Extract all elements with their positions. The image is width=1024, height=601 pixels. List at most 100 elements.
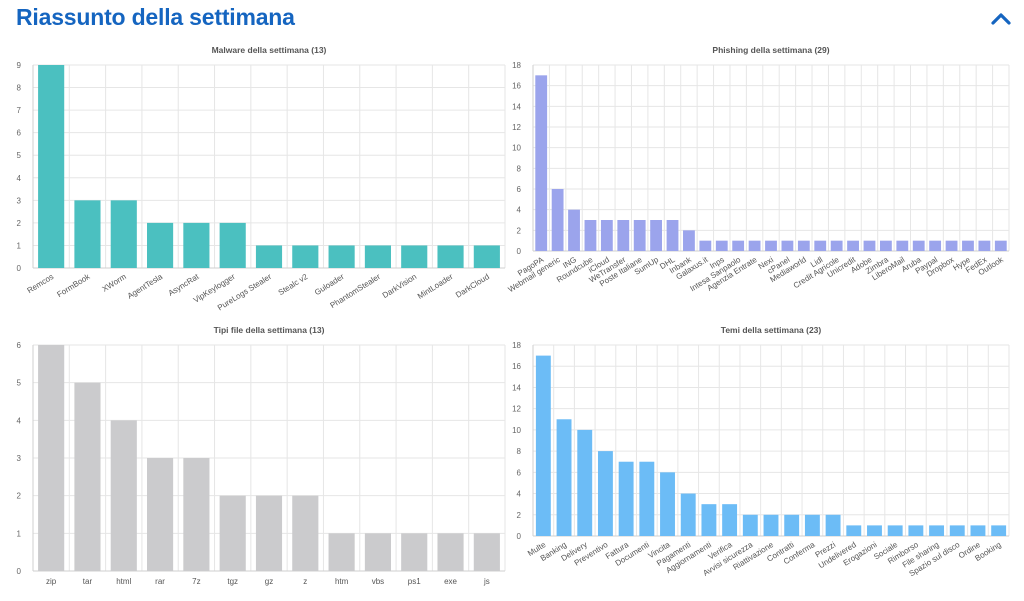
bar-delivery[interactable] bbox=[577, 429, 593, 536]
bar-agenzia-entrate[interactable] bbox=[748, 240, 761, 251]
bar-inbank[interactable] bbox=[683, 230, 695, 251]
y-tick-label: 2 bbox=[17, 492, 22, 501]
bar-html[interactable] bbox=[110, 420, 137, 571]
bar-fedex[interactable] bbox=[978, 240, 991, 251]
bar-stealc-v2[interactable] bbox=[292, 245, 319, 268]
bar-liberomail[interactable] bbox=[896, 240, 909, 251]
bar-prezzi[interactable] bbox=[825, 514, 841, 536]
bar-exe[interactable] bbox=[437, 533, 464, 571]
bar-hype[interactable] bbox=[962, 240, 974, 251]
bar-adobe[interactable] bbox=[863, 240, 876, 251]
x-tick-label: XWorm bbox=[101, 272, 129, 294]
bar-icloud[interactable] bbox=[600, 220, 613, 251]
bar-tar[interactable] bbox=[74, 382, 101, 571]
bar-credit-agricole[interactable] bbox=[830, 240, 843, 251]
y-tick-label: 3 bbox=[17, 454, 22, 463]
bar-file-sharing[interactable] bbox=[929, 525, 945, 536]
y-tick-label: 2 bbox=[17, 219, 22, 228]
y-tick-label: 2 bbox=[517, 226, 522, 235]
bar-dhl[interactable] bbox=[666, 220, 679, 251]
bar-mediaworld[interactable] bbox=[797, 240, 810, 251]
bar-documenti[interactable] bbox=[639, 461, 655, 536]
bar-purelogs-stealer[interactable] bbox=[255, 245, 283, 268]
bar-inps[interactable] bbox=[715, 240, 728, 251]
x-tick-label: html bbox=[116, 577, 131, 586]
y-tick-label: 0 bbox=[17, 567, 22, 576]
bar-darkvision[interactable] bbox=[401, 245, 428, 268]
bar-xworm[interactable] bbox=[110, 200, 137, 268]
bar-guloader[interactable] bbox=[328, 245, 355, 268]
themes-chart: Temi della settimana (23) 0 2 4 6 8 10 12 14 16 18… bbox=[512, 325, 1010, 578]
bar-ing[interactable] bbox=[568, 209, 580, 251]
bar-cpanel[interactable] bbox=[781, 240, 794, 251]
bar-darkcloud[interactable] bbox=[473, 245, 500, 268]
y-tick-label: 18 bbox=[512, 341, 521, 350]
x-tick-label: Stealc v2 bbox=[277, 272, 310, 297]
bar-js[interactable] bbox=[473, 533, 500, 571]
bar-tgz[interactable] bbox=[219, 495, 246, 571]
bar-webmail-generic[interactable] bbox=[551, 189, 564, 251]
bar-vipkeylogger[interactable] bbox=[219, 222, 246, 268]
malware-chart: Malware della settimana (13) 0 1 2 3 4 5 6 7 8 9 Re… bbox=[17, 45, 506, 312]
bar-fattura[interactable] bbox=[618, 461, 634, 536]
bar-ordine[interactable] bbox=[970, 525, 986, 536]
bar-conferma[interactable] bbox=[804, 514, 820, 536]
bar-rar[interactable] bbox=[147, 458, 174, 571]
bar-formbook[interactable] bbox=[74, 200, 101, 268]
bar-asyncrat[interactable] bbox=[183, 222, 210, 268]
bar-aruba[interactable] bbox=[912, 240, 925, 251]
y-tick-label: 5 bbox=[17, 379, 22, 388]
x-tick-label: Remcos bbox=[26, 272, 56, 295]
bar-wetransfer[interactable] bbox=[617, 220, 630, 251]
x-tick-label: FormBook bbox=[55, 272, 92, 300]
x-tick-label: gz bbox=[265, 577, 273, 586]
bar-gz[interactable] bbox=[255, 495, 283, 571]
bar-unicredit[interactable] bbox=[847, 240, 859, 251]
bar-banking[interactable] bbox=[556, 419, 572, 536]
bar-outlook[interactable] bbox=[994, 240, 1007, 251]
bar-galaxus-it[interactable] bbox=[699, 240, 712, 251]
bar-roundcube[interactable] bbox=[584, 220, 597, 251]
bar-verifica[interactable] bbox=[722, 504, 738, 536]
bar-sociale[interactable] bbox=[887, 525, 903, 536]
bar-avvisi-sicurezza[interactable] bbox=[742, 514, 758, 536]
y-tick-label: 4 bbox=[17, 416, 22, 425]
bar-lidl[interactable] bbox=[814, 240, 827, 251]
bar-intesa-sanpaolo[interactable] bbox=[732, 240, 745, 251]
bar-paypal[interactable] bbox=[929, 240, 942, 251]
bar-nexi[interactable] bbox=[765, 240, 777, 251]
bar-dropbox[interactable] bbox=[945, 240, 958, 251]
bar-htm[interactable] bbox=[328, 533, 355, 571]
bar-zimbra[interactable] bbox=[879, 240, 892, 251]
bar-booking[interactable] bbox=[991, 525, 1007, 536]
x-tick-label: 7z bbox=[192, 577, 200, 586]
bar-preventivo[interactable] bbox=[597, 451, 613, 536]
bar-agenttesla[interactable] bbox=[147, 222, 174, 268]
malware-chart-title: Malware della settimana (13) bbox=[212, 45, 327, 55]
bar-zip[interactable] bbox=[38, 345, 65, 571]
chevron-up-icon[interactable] bbox=[988, 6, 1014, 32]
bar-ps1[interactable] bbox=[401, 533, 428, 571]
bar-riattivazione[interactable] bbox=[763, 514, 779, 536]
bar-multe[interactable] bbox=[535, 355, 551, 536]
bar-vincita[interactable] bbox=[660, 472, 675, 536]
bar-sumup[interactable] bbox=[650, 220, 663, 251]
bar-rimborso[interactable] bbox=[908, 525, 924, 536]
bar-pagopa[interactable] bbox=[535, 75, 548, 251]
y-tick-label: 4 bbox=[17, 174, 22, 183]
bar-remcos[interactable] bbox=[38, 65, 65, 268]
x-tick-label: zip bbox=[46, 577, 57, 586]
bar-poste-italiane[interactable] bbox=[633, 220, 646, 251]
bar-erogazioni[interactable] bbox=[867, 525, 882, 536]
bar-vbs[interactable] bbox=[364, 533, 391, 571]
bar-contratti[interactable] bbox=[784, 514, 800, 536]
bar-z[interactable] bbox=[292, 495, 319, 571]
bar-spazio-sul-disco[interactable] bbox=[949, 525, 965, 536]
bar-undelivered[interactable] bbox=[846, 525, 862, 536]
bar-phantomstealer[interactable] bbox=[364, 245, 391, 268]
bar-aggiornamenti[interactable] bbox=[701, 504, 717, 536]
file-types-chart: Tipi file della settimana (13) 0 1 2 3 4 5 6 zip… bbox=[17, 325, 506, 586]
bar-mintloader[interactable] bbox=[437, 245, 464, 268]
bar-pagamenti[interactable] bbox=[680, 493, 696, 536]
bar-7z[interactable] bbox=[183, 458, 210, 571]
